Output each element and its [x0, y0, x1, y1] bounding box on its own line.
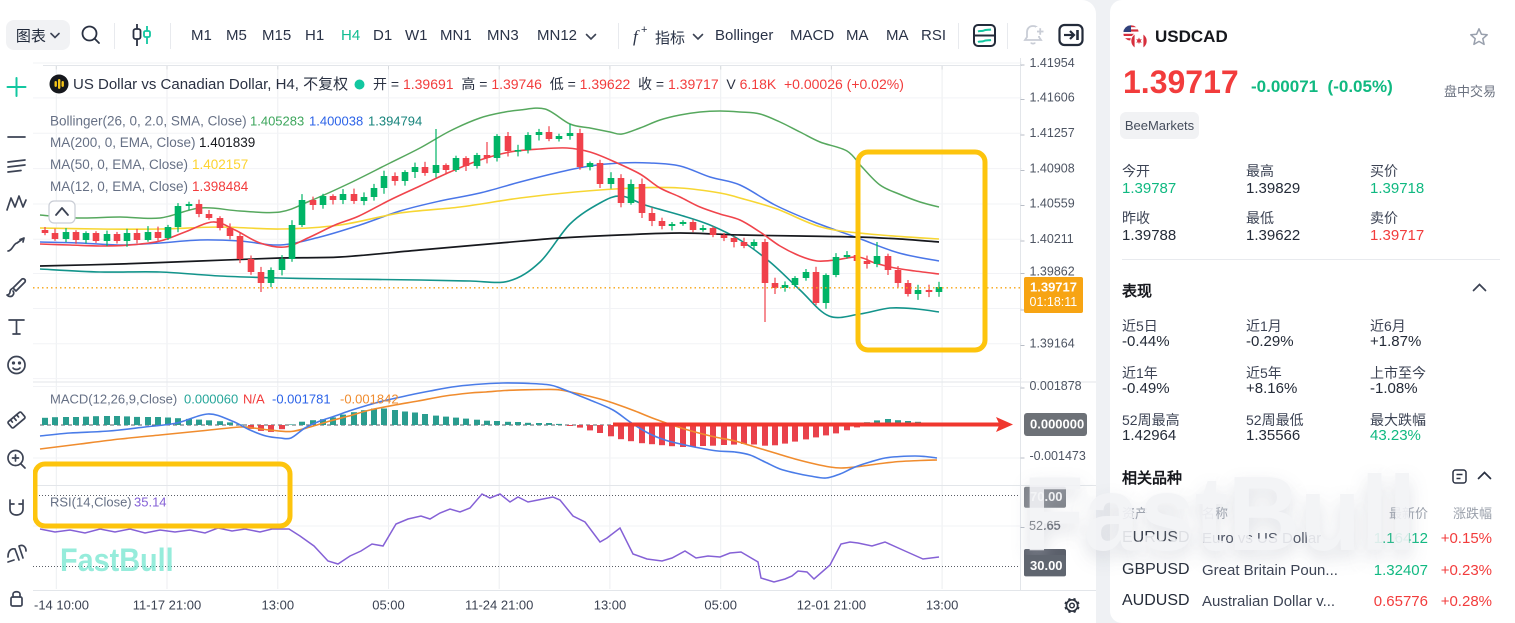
- svg-text:N/A: N/A: [243, 391, 265, 406]
- svg-text:1.402157: 1.402157: [192, 157, 248, 172]
- svg-text:Bollinger(26, 0, 2.0, SMA, Clo: Bollinger(26, 0, 2.0, SMA, Close): [50, 114, 247, 129]
- svg-text:MA(200, 0, EMA, Close): MA(200, 0, EMA, Close): [50, 135, 196, 150]
- svg-text:-14 10:00: -14 10:00: [34, 597, 89, 612]
- svg-text:-0.001842: -0.001842: [340, 391, 399, 406]
- svg-text:FastBull: FastBull: [60, 543, 174, 579]
- svg-text:13:00: 13:00: [262, 597, 295, 612]
- svg-text:13:00: 13:00: [594, 597, 627, 612]
- svg-text:11-17 21:00: 11-17 21:00: [133, 597, 201, 612]
- svg-text:1.41606: 1.41606: [1030, 90, 1075, 104]
- svg-text:1.41954: 1.41954: [1030, 57, 1075, 70]
- svg-text:05:00: 05:00: [372, 597, 405, 612]
- svg-text:0.000060: 0.000060: [184, 391, 238, 406]
- svg-text:52.65: 52.65: [1030, 518, 1061, 532]
- svg-text:01:18:11: 01:18:11: [1030, 295, 1078, 309]
- svg-text:0.001878: 0.001878: [1030, 379, 1082, 393]
- svg-text:MA(12, 0, EMA, Close): MA(12, 0, EMA, Close): [50, 179, 188, 194]
- svg-text:70.00: 70.00: [1030, 489, 1063, 504]
- svg-text:1.40908: 1.40908: [1030, 161, 1075, 175]
- svg-text:开 = 1.39691 高 = 1.39746 低 =: 开 = 1.39691 高 = 1.39746 低 = 1.39622 收 = …: [373, 76, 904, 92]
- svg-text:1.40211: 1.40211: [1030, 232, 1074, 246]
- svg-text:1.41257: 1.41257: [1030, 126, 1075, 140]
- svg-text:1.398484: 1.398484: [192, 179, 249, 194]
- svg-text:05:00: 05:00: [704, 597, 737, 612]
- svg-text:-0.001473: -0.001473: [1030, 449, 1086, 463]
- svg-text:1.39862: 1.39862: [1030, 264, 1075, 278]
- svg-text:13:00: 13:00: [926, 597, 959, 612]
- svg-text:MA(50, 0, EMA, Close): MA(50, 0, EMA, Close): [50, 157, 188, 172]
- svg-text:US Dollar vs Canadian Dollar,: US Dollar vs Canadian Dollar, H4, 不复权: [73, 75, 348, 93]
- svg-text:35.14: 35.14: [134, 494, 167, 509]
- svg-text:0.000000: 0.000000: [1030, 416, 1084, 431]
- svg-text:-0.001781: -0.001781: [272, 391, 331, 406]
- svg-text:1.394794: 1.394794: [368, 113, 422, 128]
- svg-text:RSI(14,Close): RSI(14,Close): [50, 494, 132, 509]
- svg-text:MACD(12,26,9,Close): MACD(12,26,9,Close): [50, 391, 177, 406]
- svg-text:1.401839: 1.401839: [199, 135, 255, 150]
- svg-text:1.400038: 1.400038: [309, 113, 363, 128]
- svg-text:1.40559: 1.40559: [1030, 196, 1075, 210]
- svg-text:12-01 21:00: 12-01 21:00: [797, 597, 866, 612]
- svg-text:1.39717: 1.39717: [1030, 279, 1077, 294]
- svg-text:1.405283: 1.405283: [250, 113, 304, 128]
- svg-text:1.39164: 1.39164: [1030, 336, 1075, 350]
- svg-text:11-24 21:00: 11-24 21:00: [465, 597, 533, 612]
